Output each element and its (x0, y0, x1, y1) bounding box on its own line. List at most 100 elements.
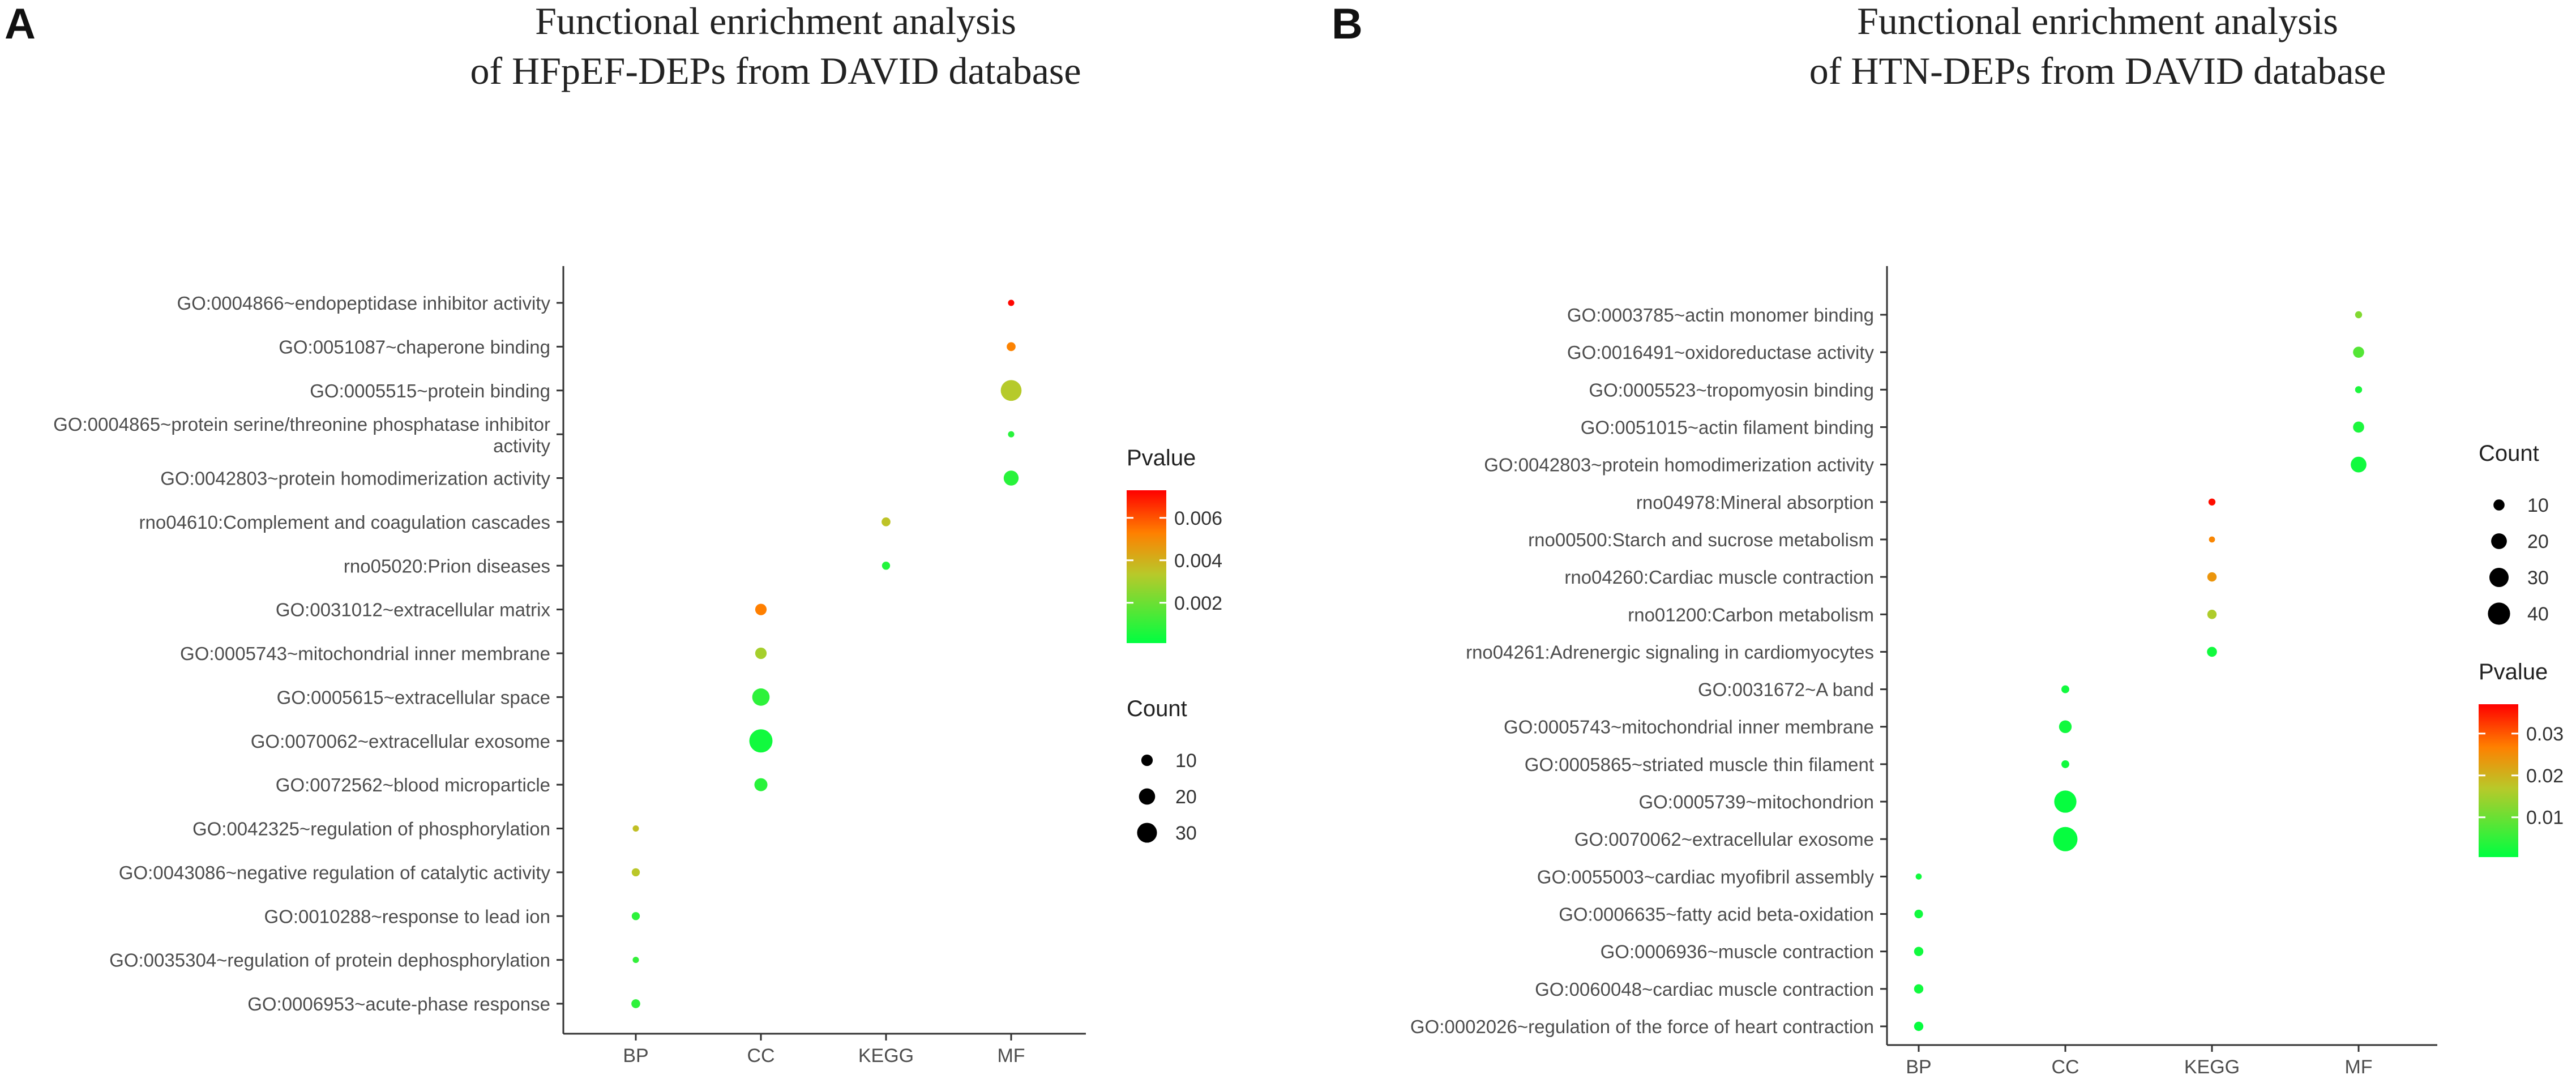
chart-title-line: of HTN-DEPs from DAVID database (1809, 49, 2386, 92)
x-tick-label: KEGG (858, 1045, 914, 1067)
y-tick-label: rno00500:Starch and sucrose metabolism (1528, 529, 1874, 550)
y-tick-label: GO:0042803~protein homodimerization acti… (160, 468, 550, 489)
y-tick-label: GO:0005743~mitochondrial inner membrane (1504, 717, 1874, 738)
pvalue-colorbar (2479, 704, 2518, 857)
data-point (1915, 873, 1922, 880)
data-point (2353, 346, 2364, 358)
panel-a: A Functional enrichment analysis of HFpEF-… (5, 0, 1222, 1067)
data-point (1000, 380, 1022, 401)
data-point (1914, 984, 1924, 994)
y-tick-label: GO:0005615~extracellular space (277, 687, 550, 708)
y-tick-label: rno04610:Complement and coagulation casc… (139, 512, 550, 533)
y-tick-label: activity (493, 435, 550, 456)
x-tick-label: BP (623, 1045, 648, 1067)
colorbar-tick-label: 0.006 (1174, 508, 1222, 529)
y-tick-label: GO:0031672~A band (1698, 679, 1874, 700)
count-legend-title: Count (2479, 441, 2539, 466)
y-tick-label: GO:0005523~tropomyosin binding (1589, 379, 1874, 400)
y-tick-label: GO:0006635~fatty acid beta-oxidation (1559, 904, 1874, 925)
count-legend-circle (2489, 568, 2509, 587)
data-point (2353, 421, 2364, 433)
pvalue-legend-title: Pvalue (2479, 660, 2548, 684)
panel-b: B Functional enrichment analysis of HTN-DE… (1332, 0, 2564, 1078)
count-legend-circle (2491, 533, 2507, 549)
data-point (749, 729, 773, 753)
data-point (755, 647, 767, 660)
y-tick-label: GO:0072562~blood microparticle (276, 774, 550, 795)
count-legend-circle (1139, 788, 1156, 805)
data-point (1914, 947, 1924, 956)
data-point (2059, 720, 2072, 733)
data-point (2209, 536, 2215, 543)
count-legend-label: 30 (1175, 823, 1197, 844)
x-tick-label: MF (2344, 1056, 2372, 1078)
data-point (755, 603, 767, 615)
data-point (2054, 790, 2077, 813)
y-tick-label: GO:0042803~protein homodimerization acti… (1484, 455, 1874, 476)
data-point (631, 912, 640, 920)
y-tick-label: GO:0005743~mitochondrial inner membrane (180, 643, 550, 664)
panel-label: B (1332, 0, 1363, 48)
count-legend-circle (1141, 754, 1153, 767)
data-point (632, 957, 639, 964)
data-point (1007, 342, 1016, 352)
data-point (2351, 456, 2367, 473)
colorbar-tick-label: 0.004 (1174, 550, 1222, 572)
count-legend-label: 40 (2527, 603, 2549, 625)
y-tick-label: GO:0006936~muscle contraction (1601, 941, 1874, 962)
x-tick-label: CC (747, 1045, 774, 1067)
y-tick-label: GO:0006953~acute-phase response (247, 994, 550, 1014)
data-point (631, 868, 640, 877)
y-tick-label: GO:0031012~extracellular matrix (276, 600, 551, 620)
y-tick-label: GO:0005865~striated muscle thin filament (1525, 754, 1874, 775)
x-tick-label: MF (997, 1045, 1025, 1067)
y-tick-label: rno01200:Carbon metabolism (1628, 604, 1874, 625)
y-tick-label: rno04978:Mineral absorption (1636, 492, 1874, 513)
count-legend-label: 10 (1175, 750, 1197, 772)
y-tick-label: rno04261:Adrenergic signaling in cardiom… (1466, 641, 1874, 662)
count-legend-label: 10 (2527, 495, 2549, 516)
data-point (2355, 386, 2363, 393)
data-point (2208, 498, 2216, 506)
y-tick-label: rno04260:Cardiac muscle contraction (1564, 567, 1874, 588)
y-tick-label: GO:0070062~extracellular exosome (1574, 829, 1874, 850)
data-point (2355, 311, 2363, 319)
colorbar-tick-label: 0.02 (2526, 765, 2564, 787)
data-point (2207, 572, 2217, 582)
data-point (1914, 1021, 1924, 1031)
y-tick-label: GO:0042325~regulation of phosphorylation (192, 819, 550, 840)
count-legend-circle (1137, 823, 1157, 843)
y-tick-label: GO:0051087~chaperone binding (279, 336, 550, 357)
data-point (1914, 909, 1923, 919)
y-tick-label: GO:0010288~response to lead ion (264, 906, 550, 927)
data-point (2207, 646, 2217, 657)
y-tick-label: GO:0060048~cardiac muscle contraction (1535, 979, 1874, 1000)
data-point (1008, 299, 1015, 306)
count-legend-circle (2488, 602, 2510, 625)
data-point (882, 562, 891, 570)
count-legend-label: 30 (2527, 567, 2549, 589)
data-point (2053, 827, 2078, 851)
y-tick-label: GO:0055003~cardiac myofibril assembly (1537, 866, 1875, 887)
y-tick-label: GO:0005515~protein binding (310, 380, 550, 401)
data-point (1008, 431, 1015, 438)
colorbar-tick-label: 0.01 (2526, 807, 2564, 829)
data-point (632, 825, 639, 832)
x-tick-label: CC (2051, 1056, 2079, 1078)
y-tick-label: GO:0003785~actin monomer binding (1567, 305, 1874, 326)
y-tick-label: GO:0035304~regulation of protein dephosp… (109, 950, 550, 971)
y-tick-label: GO:0004865~protein serine/threonine phos… (53, 414, 550, 435)
data-point (631, 999, 640, 1008)
data-point (882, 517, 891, 526)
data-point (2061, 685, 2069, 693)
y-tick-label: GO:0070062~extracellular exosome (251, 731, 550, 752)
y-tick-label: GO:0016491~oxidoreductase activity (1567, 342, 1875, 363)
colorbar-tick-label: 0.03 (2526, 723, 2564, 745)
data-point (754, 778, 768, 791)
colorbar-tick-label: 0.002 (1174, 593, 1222, 614)
chart-title-line: Functional enrichment analysis (535, 0, 1016, 42)
count-legend-title: Count (1127, 696, 1187, 721)
y-tick-label: GO:0005739~mitochondrion (1638, 791, 1874, 812)
y-tick-label: GO:0051015~actin filament binding (1581, 417, 1874, 438)
